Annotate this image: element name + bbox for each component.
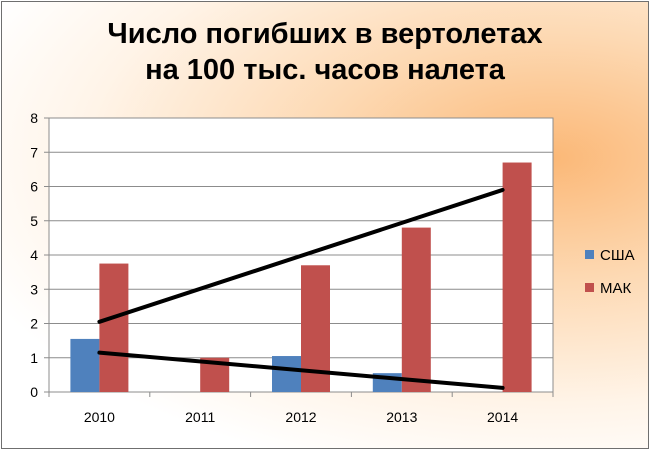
bar-МАК-2013 — [401, 227, 431, 392]
trend-line-США — [97, 350, 505, 390]
y-tick-label: 6 — [30, 179, 38, 195]
y-tick-label: 1 — [30, 350, 38, 366]
y-tick-label: 5 — [30, 213, 38, 229]
bar-МАК-2010 — [99, 263, 129, 392]
y-tick-label: 7 — [30, 144, 38, 160]
y-tick-label: 3 — [30, 281, 38, 297]
trend-line-МАК — [97, 187, 505, 324]
x-tick-label: 2014 — [487, 409, 518, 425]
bar-МАК-2014 — [502, 162, 532, 392]
x-tick-label: 2011 — [185, 409, 215, 425]
x-tick-label: 2012 — [285, 409, 316, 425]
chart-title-line-2: на 100 тыс. часов налета — [145, 54, 505, 86]
bar-США-2012 — [272, 356, 301, 392]
y-tick-label: 8 — [30, 110, 38, 126]
x-tick-label: 2010 — [84, 409, 115, 425]
y-tick-label: 0 — [30, 384, 38, 400]
legend-swatch-США — [585, 250, 594, 259]
y-tick-label: 2 — [30, 316, 38, 332]
legend-swatch-МАК — [585, 283, 594, 292]
chart-title-line-1: Число погибших в вертолетах — [107, 18, 543, 50]
legend-label-МАК: МАК — [600, 280, 632, 297]
legend-label-США: США — [600, 247, 635, 264]
x-tick-label: 2013 — [386, 409, 417, 425]
chart-title: Число погибших в вертолетах на 100 тыс. … — [2, 16, 648, 88]
bar-США-2010 — [70, 338, 100, 392]
y-tick-label: 4 — [30, 247, 38, 263]
